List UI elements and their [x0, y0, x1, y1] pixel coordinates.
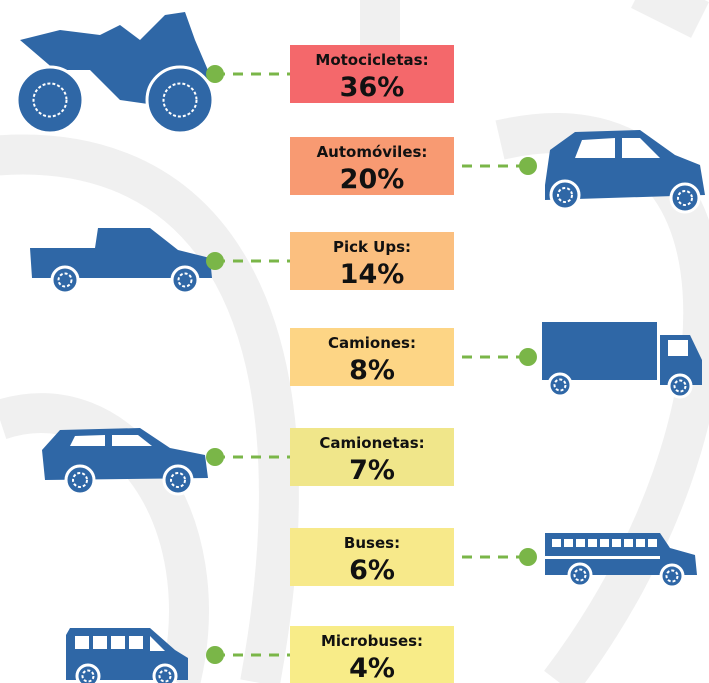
item-label: Microbuses: [321, 632, 423, 650]
item-value: 4% [349, 653, 395, 683]
bus-window [612, 539, 621, 547]
hub [677, 190, 693, 206]
hub [557, 187, 573, 203]
wheel [64, 464, 96, 496]
wheel [567, 562, 593, 588]
row: Motocicletas: 36% [15, 12, 454, 135]
wheel [75, 663, 101, 683]
connector-dot [206, 252, 224, 270]
bus-window [648, 539, 657, 547]
microbus-window [75, 636, 89, 649]
bus-window [564, 539, 573, 547]
hub [573, 568, 587, 582]
item-value: 14% [340, 259, 405, 290]
connector-dot [206, 646, 224, 664]
hub [177, 272, 193, 288]
hub [162, 82, 198, 118]
bus-window [588, 539, 597, 547]
truck-box [542, 322, 657, 380]
microbus-window [129, 636, 143, 649]
bus-window [636, 539, 645, 547]
wheel [152, 663, 178, 683]
item-label: Automóviles: [317, 143, 428, 161]
wheel [669, 182, 701, 214]
wheel [162, 464, 194, 496]
hub [170, 472, 186, 488]
connector-dot [206, 448, 224, 466]
item-label: Camiones: [328, 334, 416, 352]
row: Automóviles: 20% [290, 130, 705, 214]
row: Buses: 6% [290, 528, 697, 589]
hub [158, 669, 172, 683]
bus-stripe [545, 556, 660, 559]
item-value: 20% [340, 164, 405, 195]
wheel [659, 563, 685, 589]
label-box [290, 328, 454, 386]
hub [673, 379, 687, 393]
bus-window [576, 539, 585, 547]
microbus-window [93, 636, 107, 649]
item-label: Pick Ups: [333, 238, 411, 256]
hub [32, 82, 68, 118]
row: Microbuses: 4% [66, 626, 454, 683]
hub [665, 569, 679, 583]
bus-window [600, 539, 609, 547]
car-window [575, 138, 660, 158]
bus-window [624, 539, 633, 547]
wheel [547, 372, 573, 398]
hub [553, 378, 567, 392]
row: Camiones: 8% [290, 322, 702, 399]
microbus-windshield [150, 636, 165, 651]
connector-dot [206, 65, 224, 83]
rows: Motocicletas: 36% Automóviles: 20% Pick Ups:… [15, 12, 705, 683]
row: Pick Ups: 14% [30, 228, 454, 295]
hub [57, 272, 73, 288]
pickup-body [30, 228, 212, 278]
connector-dot [519, 548, 537, 566]
wheel [15, 65, 85, 135]
hub [72, 472, 88, 488]
label-box [290, 137, 454, 195]
label-box [290, 232, 454, 290]
label-box [290, 45, 454, 103]
microbus-window [111, 636, 125, 649]
suv-window [70, 435, 152, 446]
label-box [290, 528, 454, 586]
label-box [290, 428, 454, 486]
wheel [145, 65, 215, 135]
item-value: 8% [349, 355, 395, 386]
wheel [549, 179, 581, 211]
connector-dot [519, 157, 537, 175]
connector-dot [519, 348, 537, 366]
hub [81, 669, 95, 683]
item-label: Buses: [344, 534, 400, 552]
wheel [50, 265, 80, 295]
item-label: Motocicletas: [315, 51, 428, 69]
item-label: Camionetas: [319, 434, 424, 452]
bus-window [552, 539, 561, 547]
item-value: 36% [340, 72, 405, 103]
truck-window [668, 340, 688, 356]
item-value: 6% [349, 555, 395, 586]
wheel [170, 265, 200, 295]
label-box [290, 626, 454, 683]
row: Camionetas: 7% [42, 428, 454, 496]
item-value: 7% [349, 455, 395, 486]
wheel [667, 373, 693, 399]
